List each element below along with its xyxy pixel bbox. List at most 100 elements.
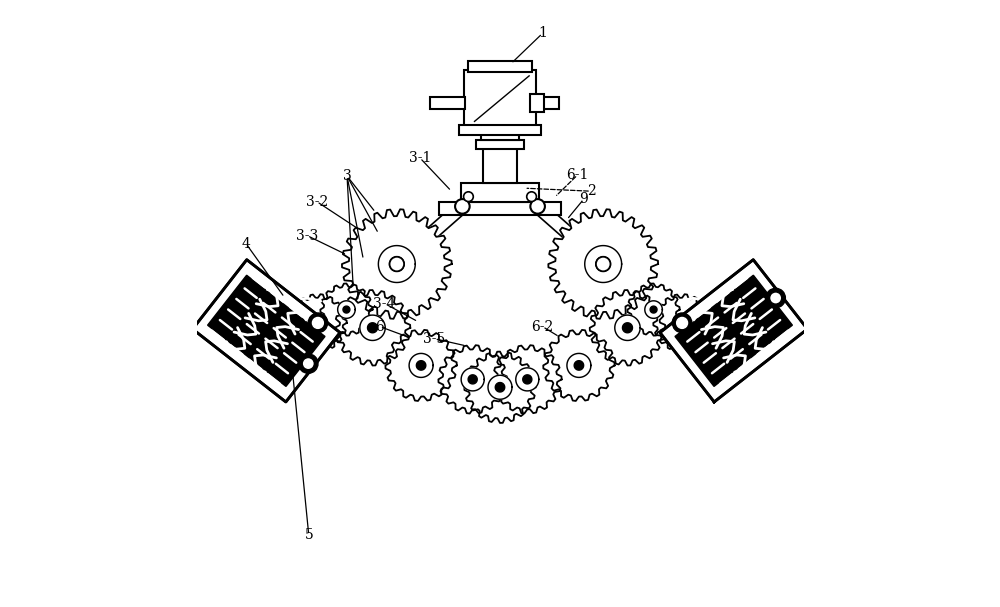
Polygon shape — [650, 306, 657, 313]
Circle shape — [342, 305, 351, 314]
Circle shape — [367, 323, 378, 333]
Polygon shape — [622, 323, 632, 333]
Polygon shape — [645, 301, 662, 318]
Polygon shape — [493, 345, 562, 413]
Polygon shape — [370, 323, 475, 384]
Polygon shape — [378, 246, 415, 282]
Polygon shape — [533, 202, 608, 269]
Polygon shape — [368, 323, 378, 333]
Text: 3-4: 3-4 — [373, 296, 396, 311]
Bar — [468, 61, 532, 72]
Polygon shape — [343, 260, 400, 313]
Polygon shape — [461, 368, 484, 391]
Circle shape — [390, 257, 403, 271]
Polygon shape — [525, 323, 630, 384]
Text: 6: 6 — [375, 319, 384, 334]
Bar — [464, 70, 536, 127]
Polygon shape — [675, 275, 792, 387]
Circle shape — [527, 192, 536, 202]
Polygon shape — [369, 324, 424, 370]
Polygon shape — [516, 368, 539, 391]
Polygon shape — [208, 275, 325, 387]
Circle shape — [392, 260, 401, 268]
Circle shape — [766, 288, 785, 308]
Circle shape — [416, 360, 426, 370]
Polygon shape — [628, 283, 680, 336]
Circle shape — [308, 313, 328, 333]
Polygon shape — [660, 260, 807, 402]
Text: 6-2: 6-2 — [531, 319, 554, 334]
Text: 3: 3 — [343, 169, 351, 183]
Circle shape — [313, 318, 322, 328]
Circle shape — [390, 257, 404, 271]
Circle shape — [522, 374, 532, 385]
Polygon shape — [438, 345, 507, 413]
Text: 2: 2 — [587, 184, 595, 198]
Polygon shape — [615, 315, 640, 341]
Circle shape — [302, 358, 314, 370]
Circle shape — [468, 374, 478, 385]
Polygon shape — [338, 301, 355, 318]
Circle shape — [574, 360, 584, 370]
Polygon shape — [360, 315, 385, 341]
Bar — [530, 94, 544, 112]
Bar — [439, 202, 561, 215]
Circle shape — [522, 374, 532, 385]
Polygon shape — [574, 361, 584, 370]
Polygon shape — [289, 294, 347, 351]
Text: 6-1: 6-1 — [567, 168, 589, 182]
Polygon shape — [590, 290, 665, 365]
Bar — [459, 125, 541, 135]
Polygon shape — [548, 209, 658, 319]
Text: 3-1: 3-1 — [409, 151, 431, 165]
Circle shape — [530, 199, 545, 214]
Polygon shape — [596, 257, 610, 271]
Polygon shape — [672, 313, 692, 333]
Circle shape — [599, 260, 608, 268]
Circle shape — [531, 200, 544, 213]
Circle shape — [312, 317, 323, 328]
Polygon shape — [464, 351, 536, 423]
Polygon shape — [585, 246, 622, 282]
Bar — [476, 140, 524, 149]
Text: 1: 1 — [538, 26, 547, 41]
Circle shape — [299, 354, 318, 373]
Text: 3-5: 3-5 — [423, 331, 446, 346]
Polygon shape — [523, 375, 532, 384]
Polygon shape — [342, 209, 452, 319]
Text: 5: 5 — [304, 528, 313, 543]
Polygon shape — [600, 260, 657, 313]
Polygon shape — [652, 305, 684, 327]
Polygon shape — [314, 319, 322, 327]
Bar — [481, 132, 519, 140]
Polygon shape — [576, 324, 631, 370]
Text: 3-2: 3-2 — [306, 194, 328, 209]
Polygon shape — [416, 361, 426, 370]
Circle shape — [678, 318, 687, 328]
Circle shape — [455, 199, 470, 214]
Text: 9: 9 — [579, 192, 588, 206]
Polygon shape — [343, 306, 350, 313]
Bar — [483, 147, 517, 183]
Polygon shape — [653, 294, 711, 351]
Polygon shape — [320, 283, 372, 336]
Polygon shape — [468, 375, 477, 384]
Bar — [535, 97, 559, 109]
Circle shape — [677, 317, 688, 328]
Polygon shape — [495, 382, 505, 392]
Polygon shape — [193, 260, 340, 402]
Polygon shape — [385, 330, 457, 401]
Polygon shape — [308, 313, 328, 333]
Polygon shape — [420, 361, 474, 384]
Circle shape — [672, 313, 692, 333]
Polygon shape — [543, 330, 615, 401]
Circle shape — [456, 200, 469, 213]
Polygon shape — [409, 353, 433, 378]
Polygon shape — [390, 257, 404, 271]
Circle shape — [367, 323, 378, 333]
Circle shape — [649, 305, 658, 314]
Polygon shape — [316, 305, 348, 327]
Text: 4: 4 — [242, 237, 251, 251]
Polygon shape — [488, 375, 512, 399]
Circle shape — [770, 292, 782, 304]
